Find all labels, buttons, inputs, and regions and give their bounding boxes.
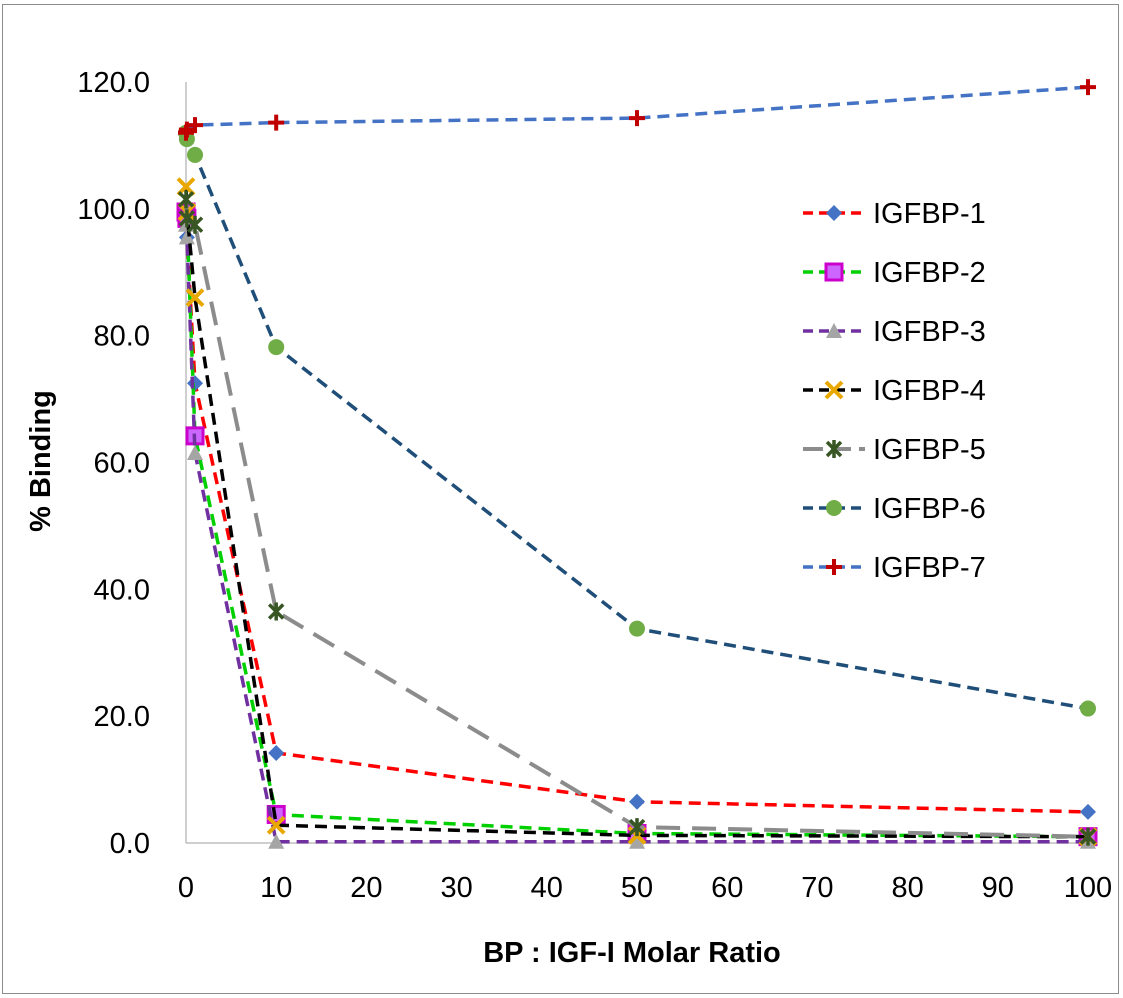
data-point	[266, 815, 286, 835]
y-tick-label: 40.0	[94, 574, 150, 606]
series-igfbp-5	[177, 190, 1097, 846]
x-tick-label: 20	[350, 872, 382, 904]
legend-marker	[826, 323, 842, 338]
y-tick-label: 0.0	[110, 828, 150, 860]
data-point	[267, 602, 285, 621]
series-igfbp-3	[178, 216, 1096, 849]
legend-marker	[825, 440, 843, 458]
y-axis-title: % Binding	[25, 390, 57, 532]
x-tick-label: 0	[178, 872, 194, 904]
series-igfbp-7	[178, 79, 1096, 141]
data-point	[186, 215, 204, 234]
legend-marker	[826, 205, 842, 221]
x-tick-label: 10	[260, 872, 292, 904]
data-point	[1080, 803, 1096, 820]
tick-labels: 0 10 20 30 40 50 60 70 80 90 100 0.0 20.0 40.0 60.0 80.…	[77, 67, 1112, 904]
data-point	[268, 833, 285, 849]
data-point	[268, 744, 285, 761]
legend-item: IGFBP-4	[803, 375, 986, 407]
y-tick-label: 100.0	[77, 194, 150, 226]
legend-label: IGFBP-1	[873, 198, 986, 230]
legend-label: IGFBP-2	[873, 257, 986, 289]
data-point	[178, 121, 195, 138]
data-point	[268, 114, 285, 131]
data-point	[187, 444, 204, 460]
legend-item: IGFBP-2	[803, 257, 986, 289]
legend-marker	[826, 559, 842, 575]
data-point	[185, 288, 205, 308]
data-point	[629, 620, 645, 637]
x-tick-label: 70	[801, 872, 833, 904]
data-point	[629, 110, 645, 127]
legend-item: IGFBP-6	[803, 493, 986, 525]
legend-label: IGFBP-7	[873, 552, 986, 584]
data-point	[1080, 700, 1096, 717]
legend-marker	[824, 262, 844, 282]
x-axis-title: BP : IGF-I Molar Ratio	[483, 937, 781, 969]
data-point	[177, 190, 195, 209]
y-tick-label: 80.0	[94, 321, 150, 353]
x-tick-label: 50	[621, 872, 653, 904]
data-point	[178, 229, 195, 245]
data-point	[628, 818, 646, 837]
legend-marker	[824, 380, 844, 400]
data-point	[187, 375, 204, 392]
legend-label: IGFBP-6	[873, 493, 986, 525]
x-tick-label: 30	[440, 872, 472, 904]
data-point	[629, 793, 645, 810]
x-tick-label: 100	[1064, 872, 1112, 904]
data-point	[187, 146, 204, 163]
data-point	[268, 339, 285, 356]
legend-label: IGFBP-5	[873, 434, 986, 466]
y-tick-label: 60.0	[94, 448, 150, 480]
y-tick-label: 20.0	[94, 701, 150, 733]
legend-marker	[826, 500, 842, 516]
legend-item: IGFBP-5	[803, 434, 986, 466]
legend-label: IGFBP-3	[873, 316, 986, 348]
x-tick-label: 60	[711, 872, 743, 904]
data-point	[629, 833, 645, 849]
x-tick-label: 80	[891, 872, 923, 904]
legend: IGFBP-1 IGFBP-2 IGFBP-3 IGFBP-4 IGFBP-5 IGFBP…	[803, 198, 986, 584]
data-point	[1080, 79, 1096, 96]
data-point	[187, 117, 204, 134]
x-tick-label: 40	[531, 872, 563, 904]
legend-item: IGFBP-7	[803, 552, 986, 584]
legend-item: IGFBP-1	[803, 198, 986, 230]
data-point	[1079, 827, 1097, 846]
data-series	[176, 79, 1098, 849]
legend-item: IGFBP-3	[803, 316, 986, 348]
legend-label: IGFBP-4	[873, 375, 986, 407]
y-tick-label: 120.0	[77, 67, 150, 99]
x-tick-label: 90	[982, 872, 1014, 904]
